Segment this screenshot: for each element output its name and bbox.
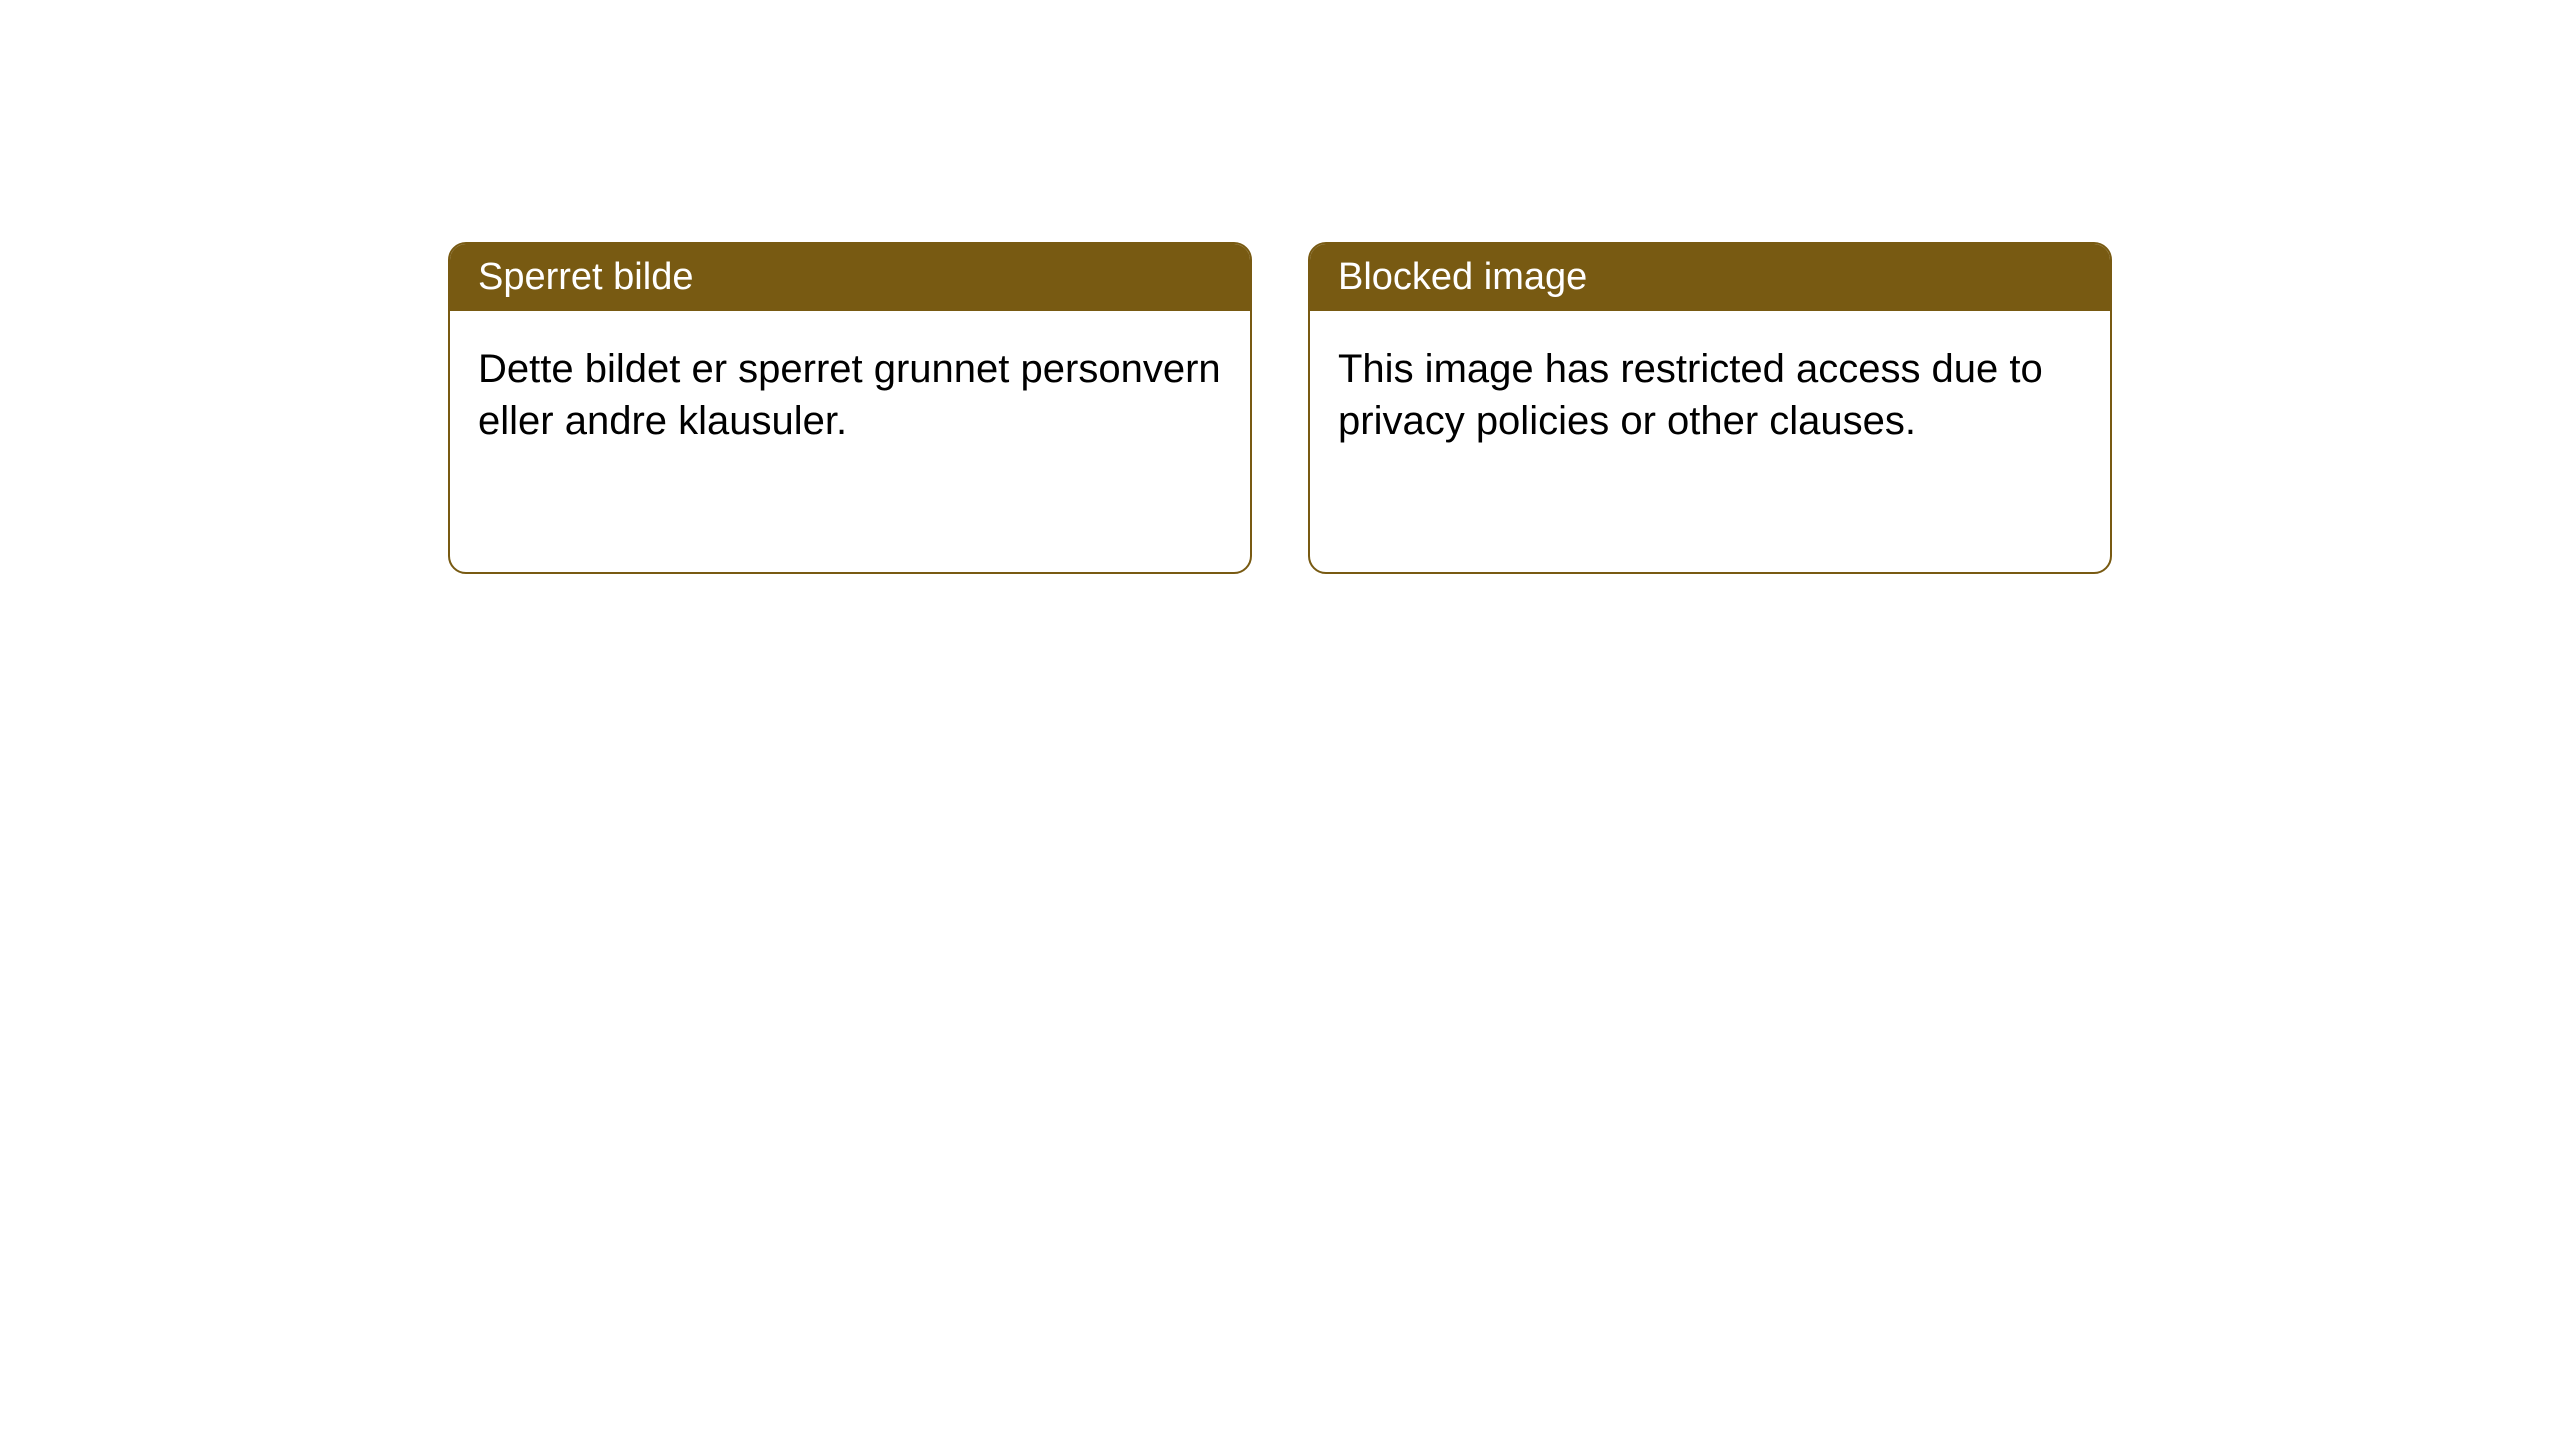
card-body: This image has restricted access due to …: [1310, 311, 2110, 479]
card-header-text: Sperret bilde: [478, 256, 693, 298]
card-body-text: This image has restricted access due to …: [1338, 347, 2043, 443]
cards-container: Sperret bilde Dette bildet er sperret gr…: [448, 242, 2112, 574]
card-header: Sperret bilde: [450, 244, 1250, 311]
card-header-text: Blocked image: [1338, 256, 1587, 298]
card-body: Dette bildet er sperret grunnet personve…: [450, 311, 1250, 479]
card-body-text: Dette bildet er sperret grunnet personve…: [478, 347, 1221, 443]
card-header: Blocked image: [1310, 244, 2110, 311]
blocked-image-card-english: Blocked image This image has restricted …: [1308, 242, 2112, 574]
blocked-image-card-norwegian: Sperret bilde Dette bildet er sperret gr…: [448, 242, 1252, 574]
